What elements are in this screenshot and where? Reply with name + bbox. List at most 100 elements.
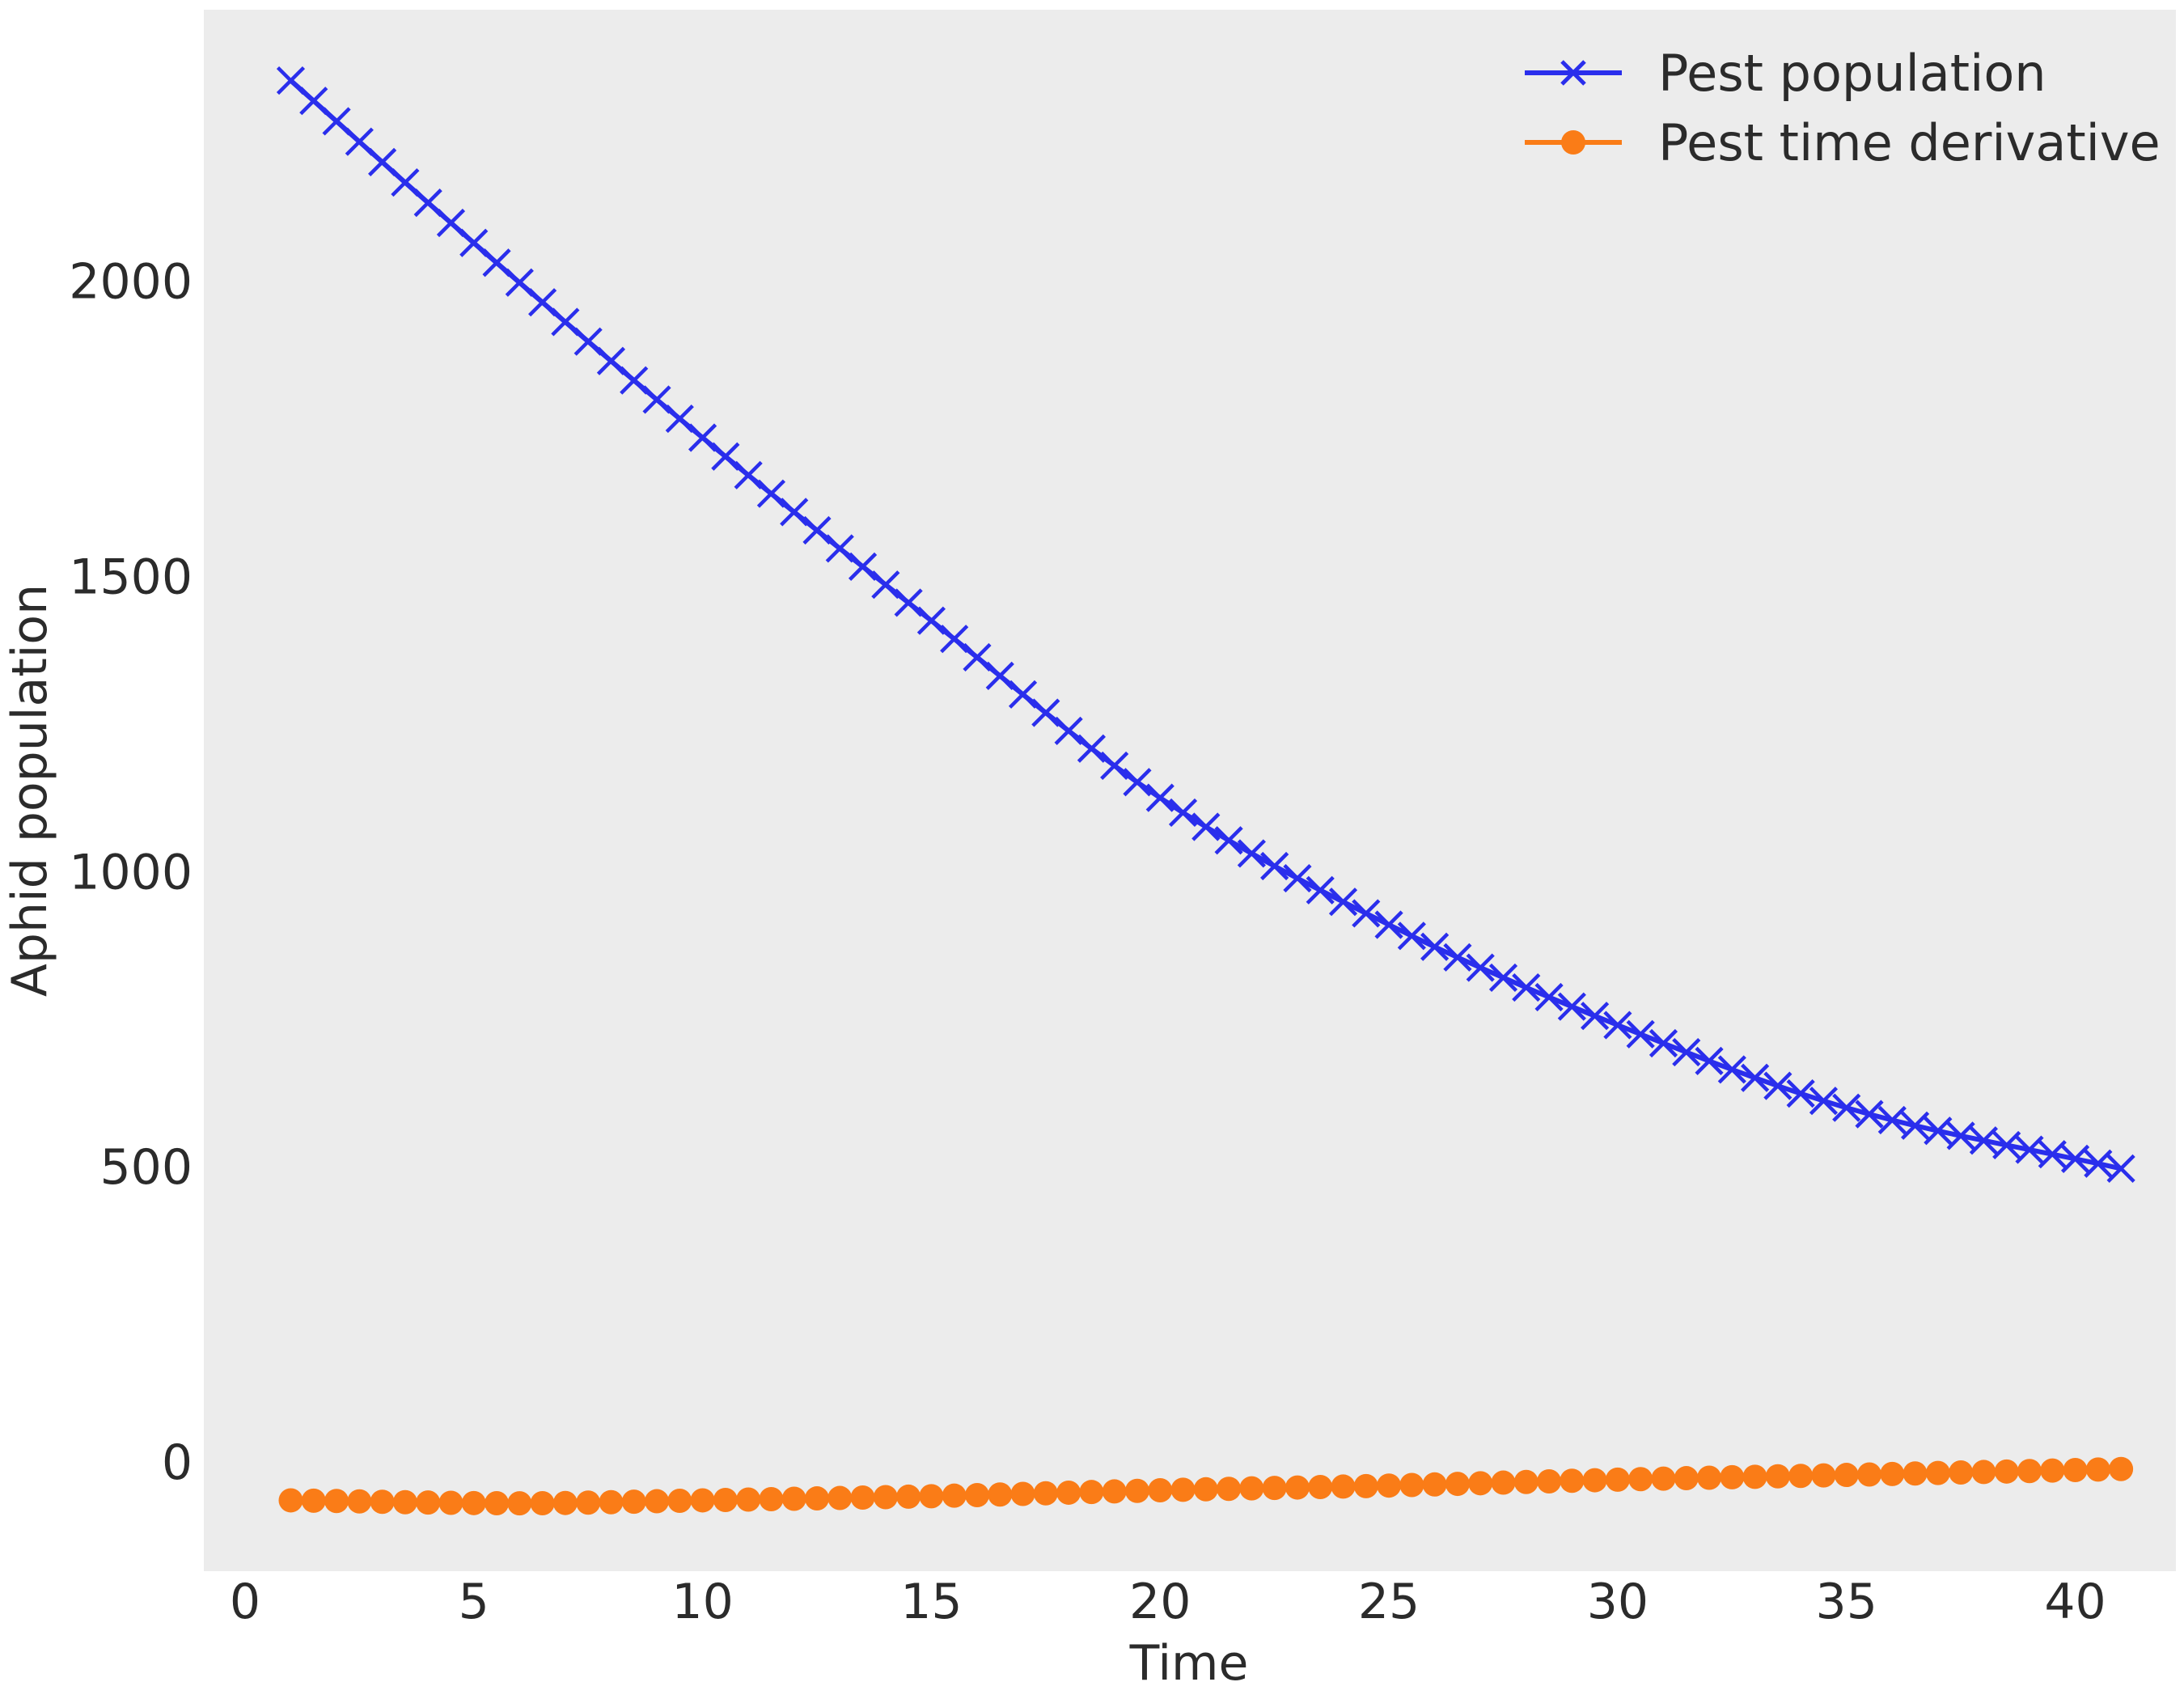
data-point-x [1077,734,1106,763]
data-point-circle [1079,1480,1104,1505]
data-point-x [1786,1079,1815,1108]
data-point-x [734,460,763,489]
data-point-x [1466,953,1495,982]
data-point-circle [1880,1461,1905,1486]
y-tick-label: 500 [99,1139,193,1196]
data-point-x [711,442,740,471]
data-point-x [527,288,557,317]
data-point-circle [2063,1457,2088,1482]
data-point-circle [1399,1472,1424,1498]
data-point-circle [1262,1476,1287,1501]
x-tick-label: 15 [900,1574,962,1630]
data-point-circle [1674,1466,1699,1491]
data-point-circle [1925,1460,1950,1485]
data-point-circle [1285,1475,1310,1500]
x-tick-label: 30 [1587,1574,1649,1630]
data-point-x [1031,698,1060,727]
data-point-x [802,515,832,545]
data-point-circle [759,1487,784,1512]
data-point-circle [1353,1473,1378,1498]
y-tick-label: 2000 [69,254,193,311]
data-point-x [2084,1149,2113,1178]
data-point-x [1443,943,1472,972]
data-point-x [1283,863,1312,893]
data-point-circle [736,1487,761,1512]
data-point-x [780,498,809,527]
data-point-circle [1628,1467,1653,1492]
data-point-circle [278,1488,303,1513]
data-point-x [871,570,900,600]
data-point-circle [942,1483,967,1508]
x-tick-label: 25 [1358,1574,1420,1630]
data-point-x [1969,1126,1999,1155]
data-point-x [1512,972,1541,1002]
data-point-x [413,189,442,218]
data-point-x [1534,982,1564,1012]
data-point-x [322,107,351,136]
data-point-x [1397,922,1426,951]
data-point-x [436,208,466,238]
data-point-x [574,327,603,356]
data-point-circle [1193,1477,1218,1502]
series-pest-time-derivative [278,1456,2134,1516]
data-point-x [1054,716,1083,745]
data-point-x [963,642,992,672]
data-point-circle [1010,1481,1035,1506]
data-point-circle [964,1482,989,1507]
data-point-circle [438,1490,463,1515]
data-point-circle [324,1489,349,1514]
data-point-circle [507,1491,532,1516]
data-point-circle [416,1490,441,1515]
y-axis-ticks: 0 500 1000 1500 2000 [69,254,193,1491]
data-point-x [1488,963,1518,993]
data-point-circle [667,1488,692,1513]
data-point-x [642,385,671,414]
data-point-circle [1513,1469,1539,1494]
data-point-circle [485,1491,510,1516]
data-point-circle [1148,1478,1173,1503]
data-point-circle [827,1485,853,1510]
data-point-x [1992,1130,2021,1160]
series-pest-population [276,66,2135,1183]
data-point-x [848,552,878,581]
series-layer [276,66,2135,1516]
data-point-circle [1033,1481,1058,1506]
data-point-circle [804,1486,829,1511]
data-point-x [1581,1002,1610,1031]
data-point-x [1328,888,1358,917]
data-point-circle [552,1490,578,1515]
data-point-x [1924,1116,1953,1146]
data-point-x [940,625,969,654]
x-tick-label: 20 [1129,1574,1191,1630]
data-point-circle [1834,1463,1859,1488]
legend-label-pest-population: Pest population [1658,44,2046,103]
data-point-circle [896,1484,921,1509]
data-point-circle [1857,1462,1882,1487]
data-point-x [391,167,420,197]
data-point-circle [1651,1466,1676,1491]
data-point-circle [1903,1461,1928,1486]
data-point-circle [370,1489,395,1515]
y-tick-label: 0 [162,1434,193,1491]
data-point-circle [1331,1474,1356,1499]
data-point-x [1900,1111,1930,1140]
data-point-x [1168,798,1198,828]
plot-background [204,10,2176,1571]
data-point-circle [621,1489,646,1515]
data-point-circle [2085,1457,2110,1482]
legend-label-pest-time-derivative: Pest time derivative [1658,113,2161,172]
data-point-x [2015,1135,2044,1164]
data-point-circle [781,1486,806,1511]
data-point-circle [1742,1464,1767,1489]
data-point-x [1649,1028,1678,1058]
data-point-circle [2040,1458,2065,1483]
data-point-x [1557,992,1586,1021]
data-point-x [1145,783,1175,812]
data-point-circle [690,1488,715,1513]
data-point-x [1740,1063,1770,1092]
data-point-circle [1560,1468,1585,1494]
x-tick-label: 35 [1816,1574,1877,1630]
data-point-circle [919,1484,944,1509]
data-point-circle [530,1490,555,1515]
